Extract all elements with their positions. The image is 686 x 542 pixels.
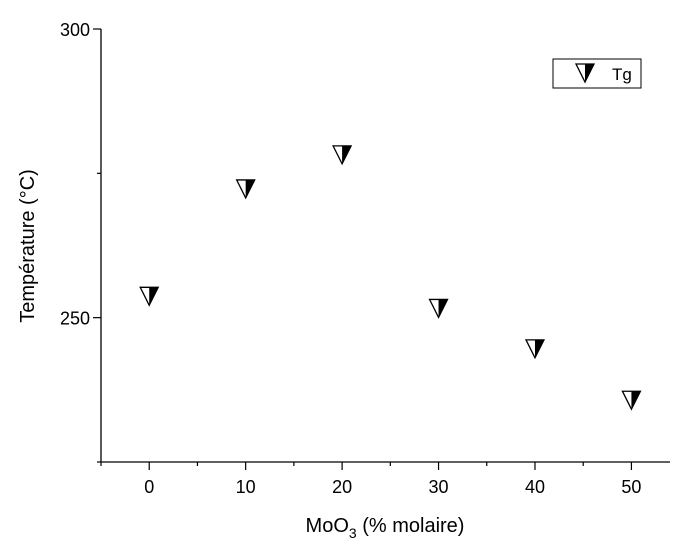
legend-marker-tg <box>574 63 596 84</box>
x-tick-label: 50 <box>621 477 641 497</box>
x-tick-label: 10 <box>236 477 256 497</box>
data-point <box>524 339 546 360</box>
data-point <box>428 298 449 319</box>
data-point <box>139 286 160 307</box>
legend: Tg <box>552 58 642 89</box>
x-axis-title: MoO3 (% molaire) <box>306 515 465 541</box>
series-tg <box>139 145 642 411</box>
y-axis-ticks <box>93 28 101 463</box>
x-tick-label: 0 <box>144 477 154 497</box>
y-tick-label: 300 <box>60 20 90 40</box>
data-point <box>621 390 642 411</box>
x-tick-label: 30 <box>429 477 449 497</box>
x-tick-label: 20 <box>332 477 352 497</box>
legend-marker-icon <box>574 63 596 84</box>
plot-frame <box>100 29 670 463</box>
legend-box <box>552 58 642 89</box>
x-axis-tick-labels: 0 10 20 30 40 50 <box>144 477 641 497</box>
y-axis-tick-labels: 250 300 <box>60 20 90 329</box>
data-point <box>235 179 256 200</box>
x-axis-ticks <box>100 462 633 470</box>
legend-label-tg: Tg <box>612 65 632 84</box>
data-point <box>332 145 353 166</box>
y-tick-label: 250 <box>60 309 90 329</box>
y-axis-title: Température (°C) <box>17 169 39 323</box>
x-tick-label: 40 <box>525 477 545 497</box>
